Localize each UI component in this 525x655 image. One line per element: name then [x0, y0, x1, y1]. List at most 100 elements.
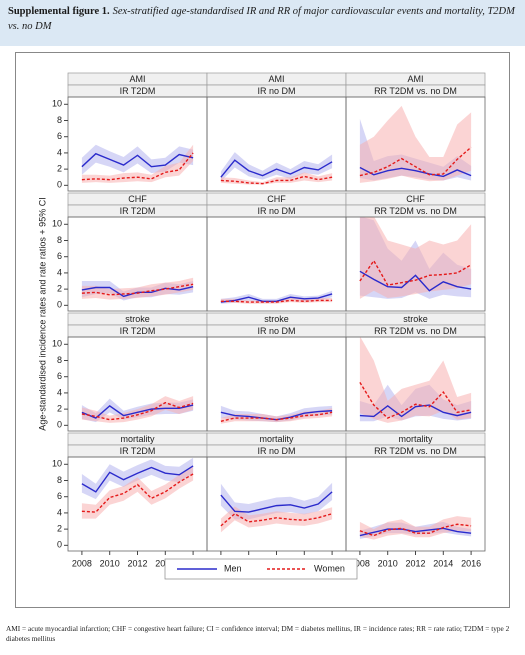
y-tick-label: 6	[57, 251, 62, 261]
panel-label: IR no DM	[257, 326, 295, 336]
plot	[220, 405, 333, 424]
ci-band	[81, 144, 194, 183]
panel-group: stroke	[403, 314, 428, 324]
plot	[81, 396, 194, 423]
panel-group: mortality	[120, 434, 155, 444]
footnote: AMI = acute myocardial infarction; CHF =…	[6, 624, 510, 643]
x-tick-label: 2016	[461, 558, 481, 568]
y-tick-label: 6	[57, 131, 62, 141]
series-line	[359, 270, 472, 292]
ci-band	[220, 152, 333, 182]
y-tick-label: 4	[57, 507, 62, 517]
x-tick-label: 2010	[378, 558, 398, 568]
y-axis-label: Age-standardised incidence rates and rat…	[37, 197, 47, 430]
y-tick-label: 8	[57, 355, 62, 365]
panel-label: RR T2DM vs. no DM	[374, 206, 457, 216]
panel-label: IR no DM	[257, 206, 295, 216]
panel-group: AMI	[268, 74, 284, 84]
plot	[220, 482, 333, 533]
ci-band	[81, 396, 194, 423]
x-tick-label: 2012	[405, 558, 425, 568]
x-tick-label: 2014	[433, 558, 453, 568]
series-line	[81, 152, 194, 181]
series-line	[359, 166, 472, 178]
y-tick-label: 2	[57, 403, 62, 413]
plot	[81, 457, 194, 519]
x-tick-label: 2012	[127, 558, 147, 568]
series-line	[81, 473, 194, 513]
ci-band	[220, 482, 333, 520]
ci-band	[220, 506, 333, 533]
plot	[359, 105, 472, 183]
panel-group: CHF	[406, 194, 425, 204]
x-tick-label: 2010	[100, 558, 120, 568]
series-line	[220, 299, 333, 303]
ci-band	[220, 408, 333, 424]
series-line	[359, 259, 472, 286]
series-line	[359, 523, 472, 537]
y-tick-label: 0	[57, 180, 62, 190]
legend-label: Men	[224, 563, 242, 573]
y-tick-label: 10	[52, 339, 62, 349]
panel-label: RR T2DM vs. no DM	[374, 86, 457, 96]
y-tick-label: 10	[52, 99, 62, 109]
panel-group: CHF	[128, 194, 147, 204]
panel-label: IR T2DM	[120, 206, 156, 216]
y-tick-label: 0	[57, 420, 62, 430]
y-tick-label: 6	[57, 491, 62, 501]
series-line	[220, 491, 333, 513]
y-tick-label: 8	[57, 475, 62, 485]
y-tick-label: 0	[57, 300, 62, 310]
figure-label: Supplemental figure 1.	[8, 6, 110, 17]
series-line	[359, 527, 472, 537]
header: Supplemental figure 1. Sex-stratified age…	[0, 0, 525, 46]
panel-label: RR T2DM vs. no DM	[374, 446, 457, 456]
series-line	[81, 283, 194, 296]
y-tick-label: 2	[57, 283, 62, 293]
y-tick-label: 8	[57, 115, 62, 125]
series-line	[81, 465, 194, 493]
ci-band	[359, 337, 472, 423]
plot-frame	[345, 96, 486, 192]
y-tick-label: 4	[57, 147, 62, 157]
series-line	[81, 152, 194, 168]
panel-label: IR no DM	[257, 446, 295, 456]
series-line	[220, 159, 333, 178]
ci-band	[359, 217, 472, 299]
ci-band	[359, 516, 472, 540]
y-tick-label: 2	[57, 163, 62, 173]
panel-group: stroke	[125, 314, 150, 324]
y-tick-label: 8	[57, 235, 62, 245]
plot	[81, 277, 194, 301]
x-tick-label: 2008	[72, 558, 92, 568]
series-line	[81, 404, 194, 419]
panel-group: mortality	[398, 434, 433, 444]
chart-border	[15, 52, 510, 608]
series-line	[220, 175, 333, 185]
y-tick-label: 4	[57, 387, 62, 397]
y-tick-label: 0	[57, 540, 62, 550]
panel-label: IR no DM	[257, 86, 295, 96]
plot	[220, 290, 333, 304]
series-line	[81, 401, 194, 421]
panel-label: IR T2DM	[120, 446, 156, 456]
plot	[220, 152, 333, 185]
plot	[359, 516, 472, 540]
series-line	[81, 286, 194, 298]
plot-frame	[345, 216, 486, 312]
y-tick-label: 6	[57, 371, 62, 381]
panel-label: IR T2DM	[120, 326, 156, 336]
plot	[359, 217, 472, 299]
ci-band	[220, 172, 333, 185]
legend-box	[164, 558, 358, 580]
x-tick-label: 2008	[350, 558, 370, 568]
plot-frame	[345, 336, 486, 432]
y-tick-label: 4	[57, 267, 62, 277]
panel-group: AMI	[407, 74, 423, 84]
panel-group: stroke	[264, 314, 289, 324]
y-tick-label: 10	[52, 219, 62, 229]
chart: Age-standardised incidence rates and rat…	[15, 52, 510, 608]
y-tick-label: 2	[57, 523, 62, 533]
y-tick-label: 10	[52, 459, 62, 469]
